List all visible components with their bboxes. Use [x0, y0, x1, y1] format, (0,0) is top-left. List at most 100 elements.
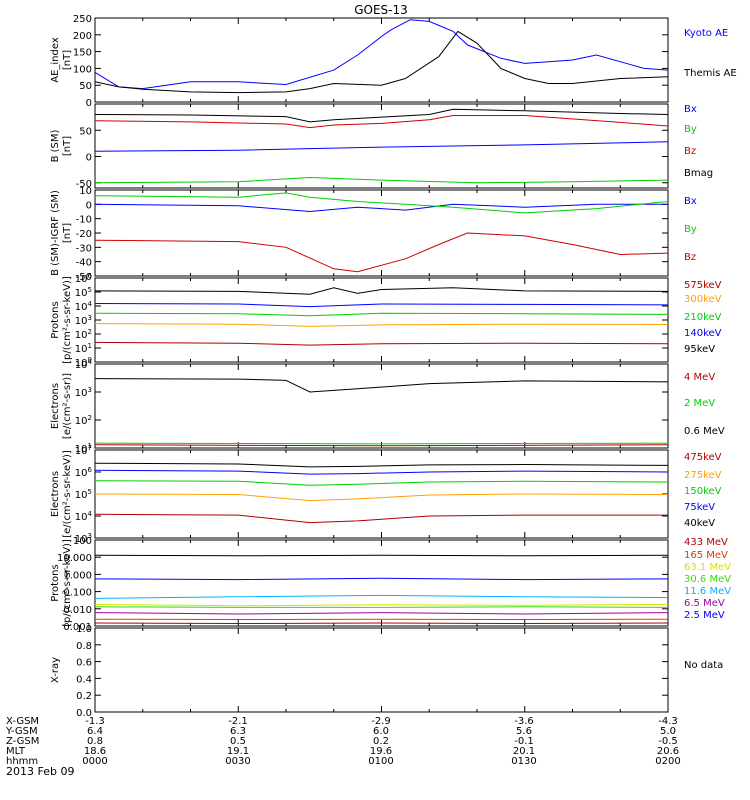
series-line-1	[94, 341, 669, 346]
series-line-2	[94, 442, 669, 445]
y-tick-label: 150	[73, 48, 92, 59]
series-line-1	[94, 141, 669, 152]
ephemeris-value: 0200	[655, 756, 680, 767]
y-tick-label: -50	[76, 179, 92, 190]
y-tick-label: 10.000	[57, 553, 92, 564]
legend-entry: Bz	[684, 146, 696, 157]
y-axis-label: Electrons	[50, 471, 61, 517]
y-tick-label: 103	[75, 532, 92, 545]
legend-entry: 2.5 MeV	[684, 610, 725, 621]
y-tick-label: 0	[86, 98, 92, 109]
series-line-2	[94, 192, 669, 214]
y-tick-label: 107	[75, 444, 92, 457]
ephemeris-value: -0.5	[658, 736, 678, 747]
panel-frame	[94, 363, 669, 449]
ephemeris-value: 0000	[82, 756, 107, 767]
y-tick-label: 1.000	[63, 570, 92, 581]
y-axis-label: B (SM)-IGRF (SM)	[50, 190, 61, 276]
ephemeris-value: 0030	[225, 756, 250, 767]
series-line-6	[94, 612, 669, 615]
ephemeris-value: 0.5	[230, 736, 246, 747]
y-axis-label: [e/(cm²-s-sr-keV)]	[62, 450, 73, 538]
legend-entry: Bx	[684, 196, 697, 207]
legend-entry: 95keV	[684, 344, 715, 355]
legend-entry: Themis AE	[683, 68, 737, 79]
y-tick-label: 101	[75, 342, 92, 355]
y-tick-label: -10	[76, 215, 92, 226]
panel-8: 0.0 0.2 0.4 0.6 0.8 1.0 X-ray No data	[50, 624, 723, 719]
y-tick-label: 50	[79, 126, 92, 137]
series-line-5	[94, 594, 669, 599]
legend-entry: 165 MeV	[684, 550, 728, 561]
ephemeris-row-label: hhmm	[6, 756, 38, 767]
ephemeris-value: 6.0	[373, 726, 389, 737]
y-tick-label: 200	[73, 31, 92, 42]
ephemeris-value: 5.6	[516, 726, 532, 737]
legend-entry: Bmag	[684, 168, 713, 179]
series-line-1	[94, 203, 668, 213]
y-axis-label: Protons	[50, 301, 61, 338]
y-tick-label: 102	[75, 414, 92, 427]
legend-entry: 275keV	[684, 470, 722, 481]
y-tick-label: 0.8	[76, 641, 92, 652]
y-tick-label: 102	[75, 328, 92, 341]
legend-entry: 75keV	[684, 502, 715, 513]
y-axis-label: Electrons	[50, 383, 61, 429]
y-tick-label: 100	[75, 356, 92, 369]
series-line-4	[94, 303, 669, 308]
series-line-3	[94, 115, 669, 129]
series-line-2	[94, 323, 669, 327]
figure-title: GOES-13	[354, 3, 408, 17]
y-tick-label: -30	[76, 243, 92, 254]
ephemeris-row-label: MLT	[6, 746, 26, 757]
y-tick-label: 101	[75, 442, 92, 455]
series-line-3	[94, 480, 669, 486]
y-axis-label: [nT]	[62, 223, 73, 243]
y-axis-label: [e/(cm²-s-sr)]	[62, 373, 73, 439]
ephemeris-value: 18.6	[84, 746, 106, 757]
legend-entry: 63.1 MeV	[684, 562, 731, 573]
y-tick-label: -50	[76, 272, 92, 283]
ephemeris-value: 6.3	[230, 726, 246, 737]
ephemeris-value: 20.6	[657, 746, 679, 757]
series-line-3	[94, 603, 669, 607]
ephemeris-value: -2.1	[228, 716, 248, 727]
legend-entry: 300keV	[684, 294, 722, 305]
y-axis-label: Protons	[50, 564, 61, 601]
series-line-2	[94, 30, 669, 94]
y-tick-label: 100	[73, 536, 92, 547]
ephemeris-value: 0130	[511, 756, 536, 767]
ephemeris-row-label: Y-GSM	[5, 726, 38, 737]
y-axis-label: X-ray	[50, 657, 61, 683]
y-tick-label: 0.001	[63, 622, 92, 633]
y-tick-label: 0.6	[76, 658, 92, 669]
y-tick-label: 10	[79, 186, 92, 197]
series-line-4	[94, 606, 669, 608]
no-data-label: No data	[684, 660, 723, 671]
panel-1: 0 50 100 150 200 250 AE_index [nT] Kyoto AE Themi…	[50, 14, 737, 109]
legend-entry: 11.6 MeV	[684, 586, 731, 597]
panel-3: -50 -40 -30 -20 -10 0 10 B (SM)-IGRF (SM) [nT] Bx…	[50, 186, 697, 283]
y-tick-label: 1.0	[76, 624, 92, 635]
legend-entry: Bx	[684, 104, 697, 115]
y-tick-label: -20	[76, 229, 92, 240]
ephemeris-value: 19.1	[227, 746, 249, 757]
series-line-1	[94, 622, 669, 625]
y-tick-label: 0.4	[76, 674, 92, 685]
panel-frame	[94, 627, 669, 713]
y-axis-label: [p/(cm²-s-sr-keV)]	[62, 276, 73, 364]
y-tick-label: 104	[75, 510, 93, 523]
legend-entry: Kyoto AE	[684, 28, 728, 39]
ephemeris-value: 5.0	[660, 726, 676, 737]
series-line-1	[94, 444, 669, 447]
y-axis-label: B (SM)	[50, 129, 61, 162]
y-axis-label: [nT]	[62, 136, 73, 156]
series-line-4	[94, 469, 669, 475]
ephemeris-value: 0.8	[87, 736, 103, 747]
y-tick-label: 0.2	[76, 691, 92, 702]
panel-5: 101 102 103 104 Electrons [e/(cm²-s-sr)] 4 MeV…	[50, 358, 725, 455]
legend-entry: 150keV	[684, 486, 722, 497]
